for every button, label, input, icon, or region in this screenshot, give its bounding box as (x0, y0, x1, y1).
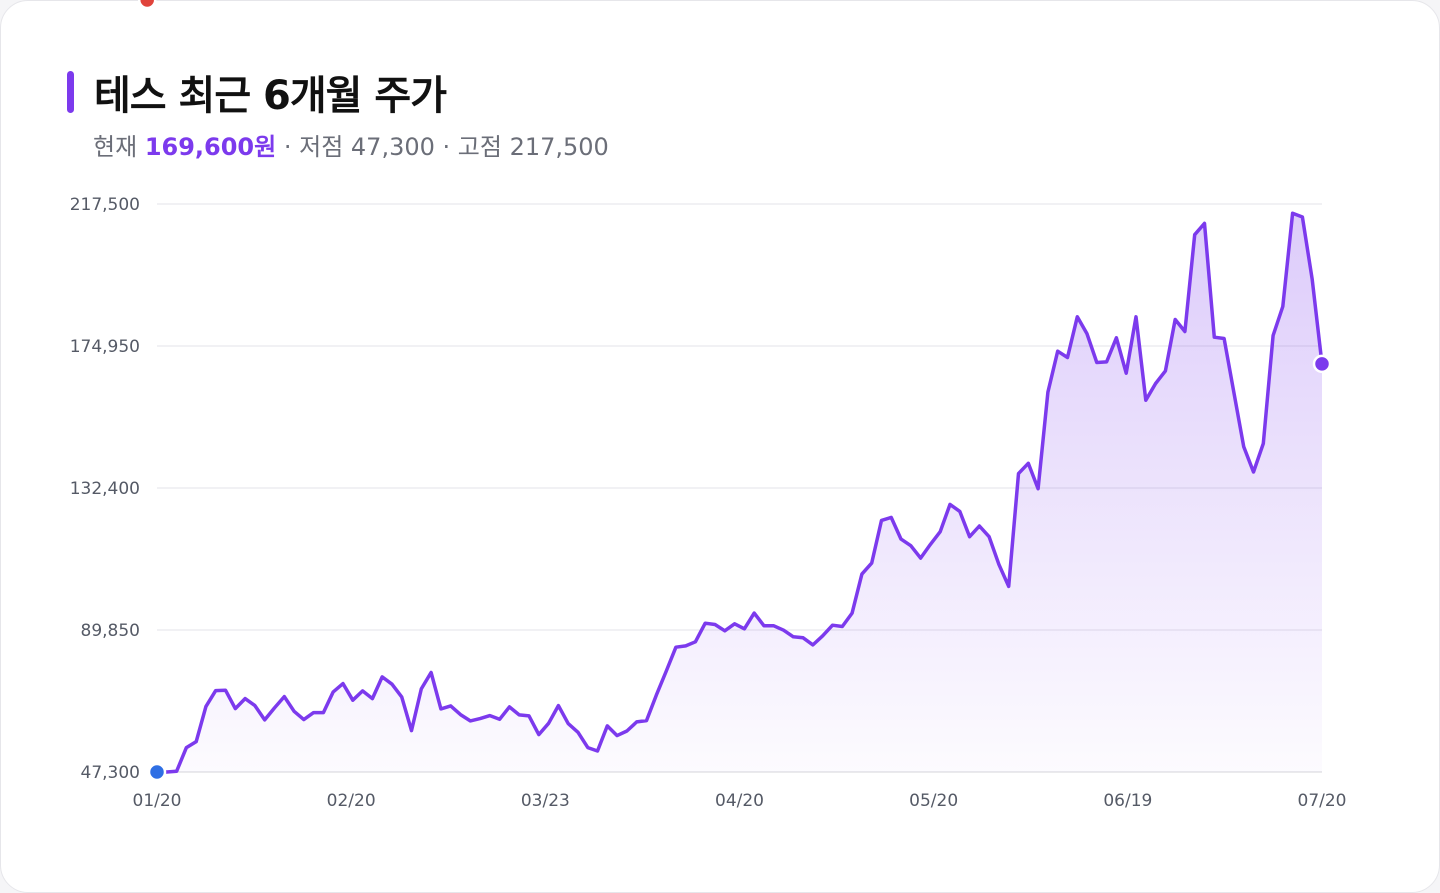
y-tick-label: 47,300 (81, 763, 140, 783)
x-tick-label: 02/20 (327, 791, 376, 811)
area-path (157, 213, 1322, 773)
chart-title: 테스 최근 6개월 주가 (94, 73, 447, 119)
start-point-marker (147, 762, 167, 782)
x-tick-label: 04/20 (715, 791, 764, 811)
y-axis: 217,500 174,950 132,400 89,850 47,300 (70, 195, 140, 783)
current-point-marker (1312, 354, 1332, 374)
y-tick-label: 217,500 (70, 195, 140, 215)
x-tick-label: 05/20 (909, 791, 958, 811)
title-accent-bar (67, 71, 74, 113)
y-tick-label: 89,850 (81, 621, 140, 641)
y-tick-label: 132,400 (70, 479, 140, 499)
price-summary: 현재 169,600원 · 저점 47,300 · 고점 217,500 (93, 127, 609, 162)
series-line (155, 211, 1324, 774)
current-price: 169,600원 (144, 133, 277, 161)
x-tick-label: 06/19 (1103, 791, 1152, 811)
high-price: · 고점 217,500 (442, 133, 609, 161)
x-tick-label: 01/20 (133, 791, 182, 811)
title-row: 테스 최근 6개월 주가 (67, 63, 447, 121)
markers (137, 0, 1332, 782)
low-price: · 저점 47,300 (283, 133, 435, 161)
x-tick-label: 03/23 (521, 791, 570, 811)
high-point-marker (137, 0, 157, 10)
area-fill (157, 213, 1322, 773)
y-tick-label: 174,950 (70, 337, 140, 357)
series-path (155, 211, 1324, 774)
x-tick-label: 07/20 (1298, 791, 1347, 811)
current-label: 현재 (93, 133, 138, 161)
x-axis: 01/20 02/20 03/23 04/20 05/20 06/19 07/20 (133, 791, 1347, 811)
